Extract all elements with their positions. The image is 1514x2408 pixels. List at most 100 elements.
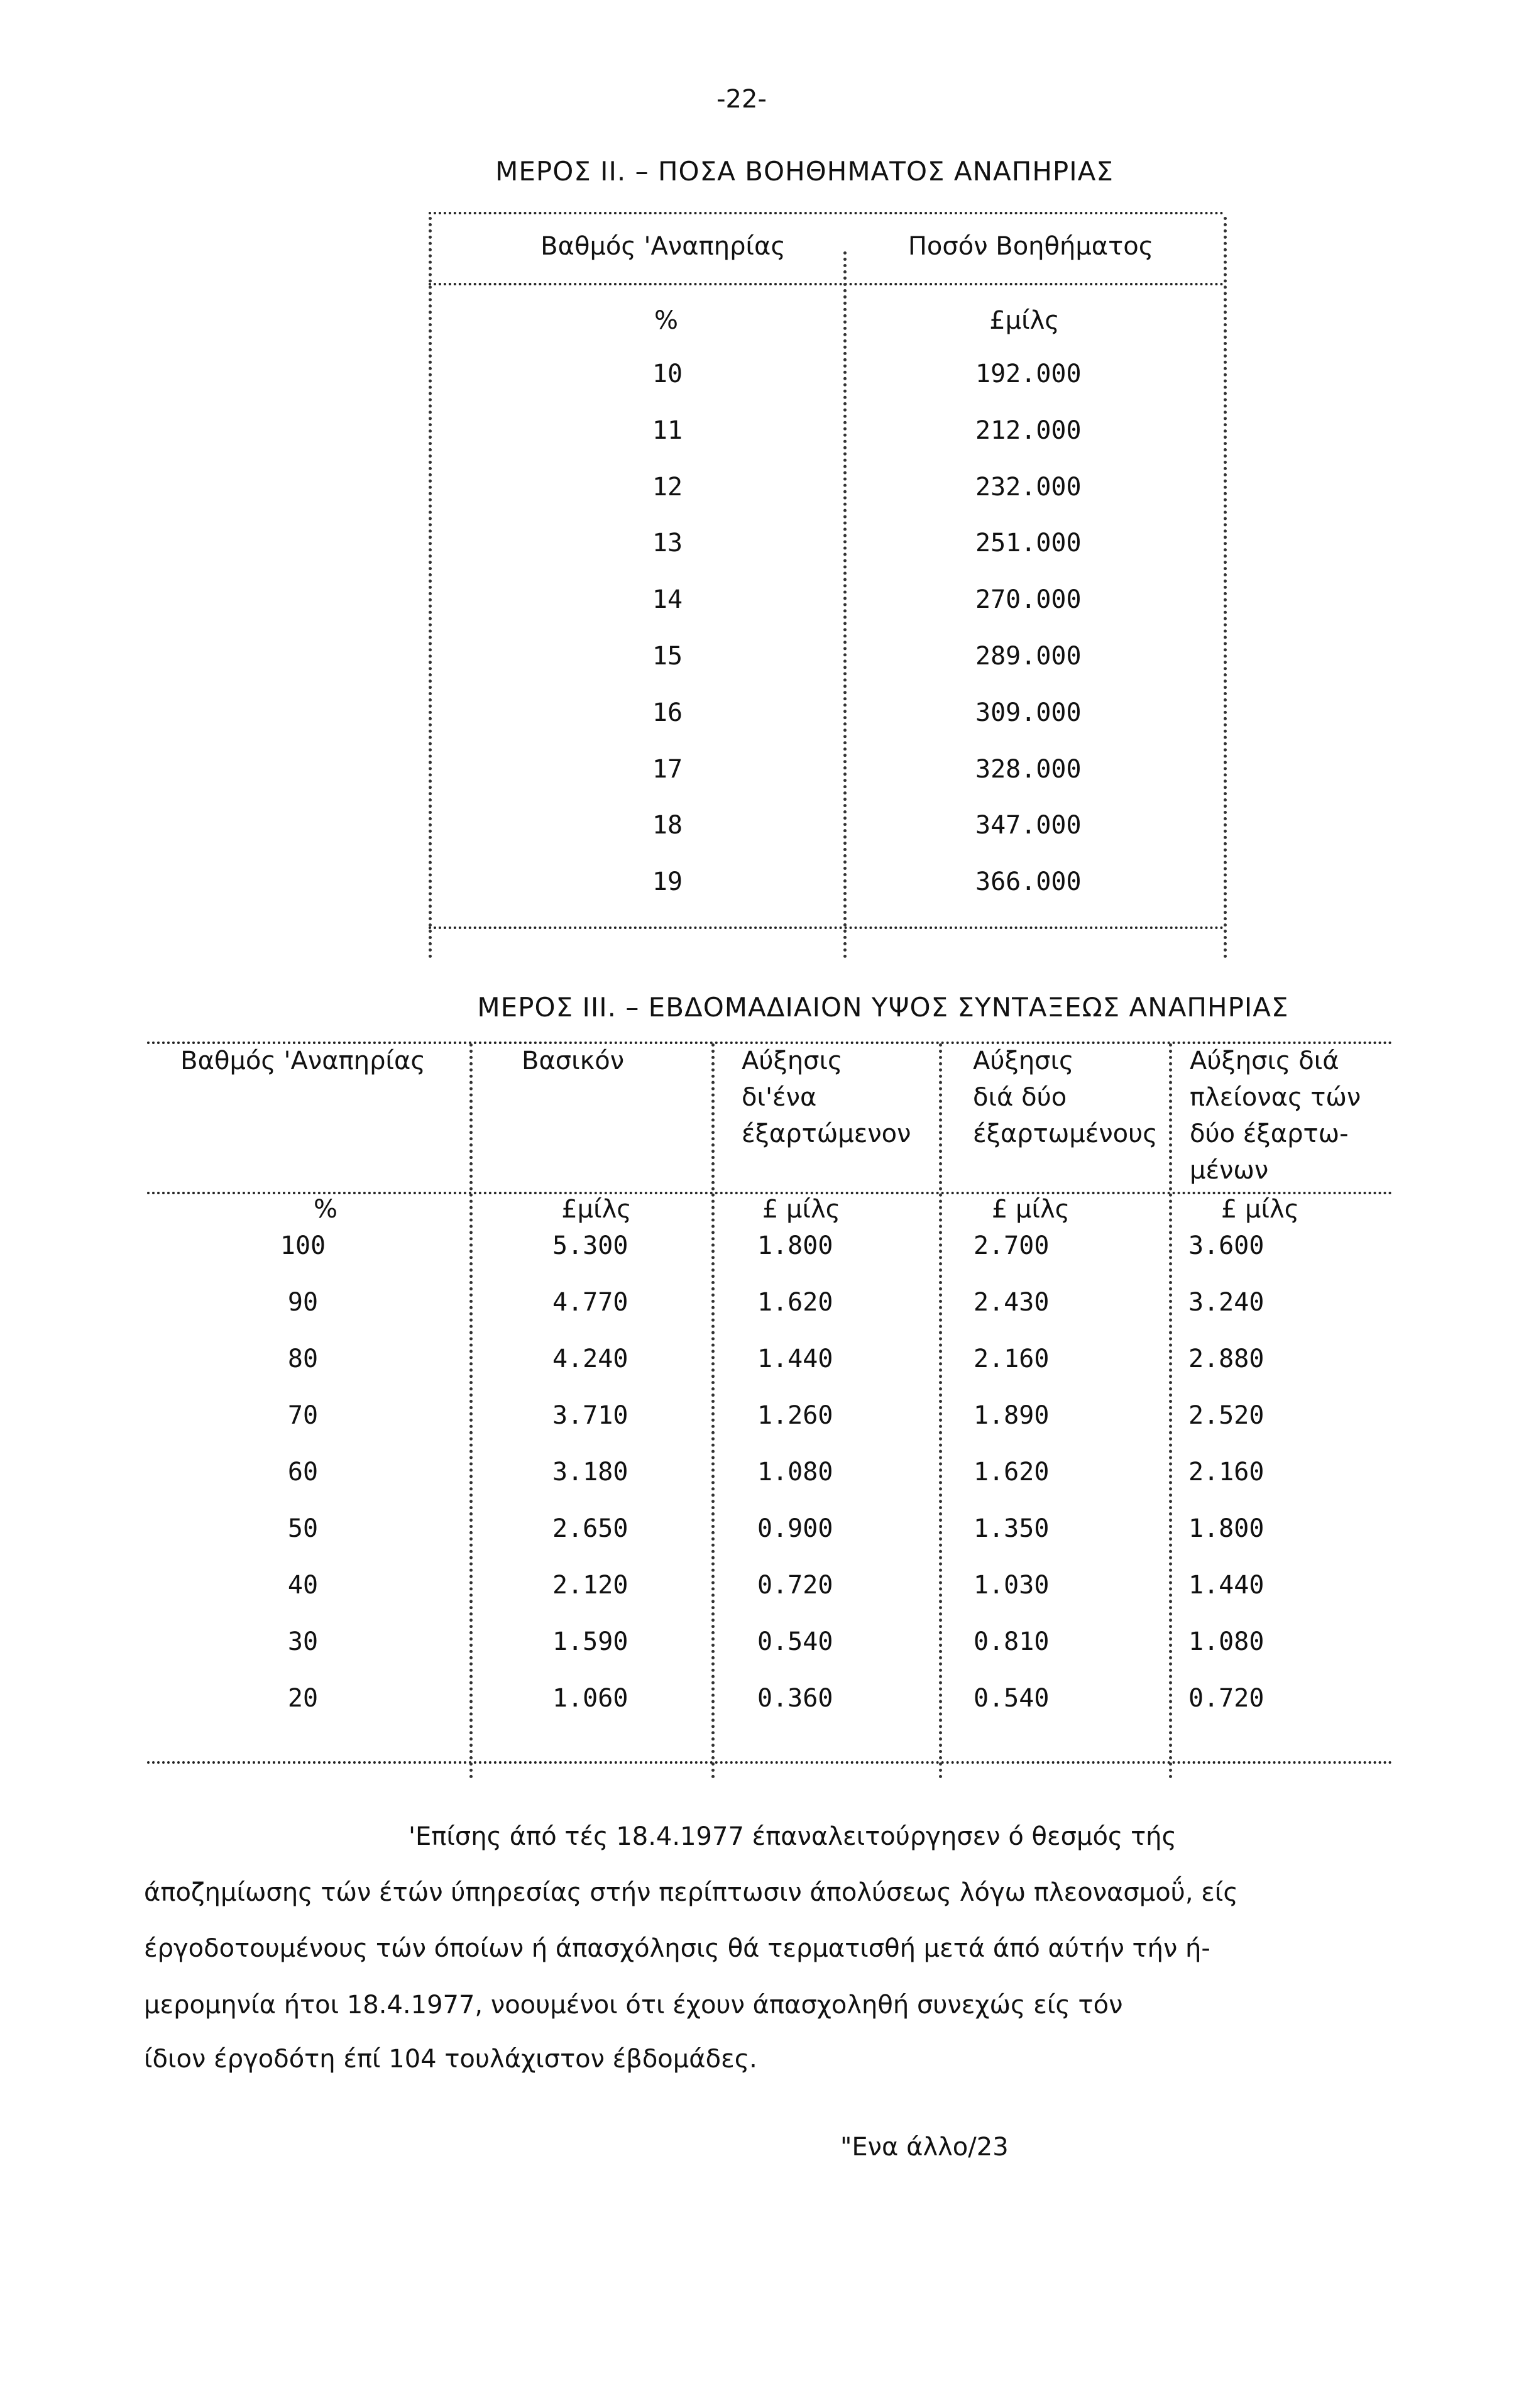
amount-cell: 270.000 (975, 585, 1082, 615)
degree-cell: 10 (652, 360, 683, 388)
amount-cell: 3.710 (552, 1401, 628, 1430)
column-header: δι'ένα (742, 1083, 817, 1112)
divider (1169, 1043, 1172, 1779)
amount-cell: 2.160 (974, 1344, 1050, 1373)
paragraph-line: μερομηνία ήτοι 18.4.1977, νοουμένοι ότι … (144, 1991, 1123, 2020)
amount-cell: 0.900 (757, 1514, 833, 1543)
degree-cell: 11 (652, 415, 683, 445)
column-header: Αύξησις (742, 1047, 843, 1075)
unit-label: £ μίλς (991, 1195, 1070, 1224)
amount-cell: 192.000 (975, 360, 1082, 388)
divider (429, 212, 1224, 214)
divider (711, 1043, 715, 1779)
degree-cell: 20 (287, 1684, 319, 1713)
amount-cell: 0.360 (757, 1684, 833, 1713)
amount-cell: 289.000 (975, 642, 1082, 671)
unit-label: £μίλς (561, 1195, 632, 1224)
degree-cell: 70 (287, 1401, 319, 1430)
amount-cell: 2.700 (974, 1231, 1050, 1260)
column-header: διά δύο (973, 1083, 1067, 1112)
amount-cell: 3.600 (1188, 1231, 1264, 1260)
amount-cell: 1.620 (974, 1458, 1050, 1487)
amount-cell: 4.770 (552, 1288, 628, 1317)
divider (147, 1192, 1393, 1194)
degree-cell: 18 (652, 811, 683, 840)
degree-cell: 16 (652, 698, 683, 727)
part2-title: ΜΕΡΟΣ ΙΙ. – ΠΟΣΑ ΒΟΗΘΗΜΑΤΟΣ ΑΝΑΠΗΡΙΑΣ (495, 156, 1114, 187)
amount-cell: 0.540 (974, 1684, 1050, 1713)
unit-label: £ μίλς (1221, 1195, 1300, 1224)
amount-cell: 347.000 (975, 811, 1082, 840)
column-header: Αύξησις (973, 1047, 1074, 1075)
amount-cell: 328.000 (975, 754, 1082, 784)
amount-cell: 1.060 (552, 1684, 628, 1713)
divider (147, 1761, 1393, 1764)
degree-cell: 60 (287, 1458, 319, 1487)
amount-cell: 5.300 (552, 1231, 628, 1260)
amount-cell: 2.520 (1188, 1401, 1264, 1430)
divider (1224, 217, 1227, 959)
unit-label: % (313, 1195, 338, 1224)
degree-cell: 40 (287, 1571, 319, 1600)
amount-cell: 2.650 (552, 1514, 628, 1543)
amount-cell: 4.240 (552, 1344, 628, 1373)
degree-cell: 17 (652, 754, 683, 784)
divider (429, 217, 432, 959)
column-header: μένων (1190, 1156, 1269, 1185)
amount-cell: 0.720 (1188, 1684, 1264, 1713)
paragraph-line: έργοδοτουμένους τών όποίων ή άπασχόλησις… (144, 1934, 1210, 1963)
column-header: Βαθμός 'Αναπηρίας (180, 1047, 425, 1075)
divider (469, 1043, 473, 1779)
divider (429, 283, 1224, 285)
degree-cell: 14 (652, 585, 683, 615)
amount-cell: 1.080 (757, 1458, 833, 1487)
degree-cell: 15 (652, 642, 683, 671)
amount-cell: 1.440 (757, 1344, 833, 1373)
amount-cell: 2.160 (1188, 1458, 1264, 1487)
column-header: Βασικόν (522, 1047, 625, 1075)
column-header: έξαρτώμενον (742, 1119, 911, 1148)
amount-cell: 1.260 (757, 1401, 833, 1430)
unit-mils: £μίλς (989, 306, 1060, 335)
amount-cell: 0.720 (757, 1571, 833, 1600)
amount-cell: 1.800 (757, 1231, 833, 1260)
unit-percent: % (654, 306, 679, 335)
amount-cell: 2.430 (974, 1288, 1050, 1317)
amount-cell: 1.440 (1188, 1571, 1264, 1600)
divider (429, 926, 1224, 929)
divider (843, 251, 847, 959)
column-header: έξαρτωμένους (973, 1119, 1158, 1148)
amount-cell: 0.810 (974, 1627, 1050, 1656)
degree-cell: 13 (652, 529, 683, 558)
amount-cell: 2.120 (552, 1571, 628, 1600)
divider (939, 1043, 942, 1779)
column-header: πλείονας τών (1190, 1083, 1361, 1112)
degree-cell: 30 (287, 1627, 319, 1656)
continuation-note: "Ενα άλλο/23 (840, 2133, 1009, 2162)
page-number: -22- (716, 85, 767, 114)
part3-title: ΜΕΡΟΣ ΙΙΙ. – ΕΒΔΟΜΑΔΙΑΙΟΝ ΥΨΟΣ ΣΥΝΤΑΞΕΩΣ… (477, 992, 1289, 1023)
column-header: δύο έξαρτω- (1190, 1119, 1349, 1148)
paragraph-line: άποζημίωσης τών έτών ύπηρεσίας στήν περί… (144, 1878, 1238, 1907)
unit-label: £ μίλς (762, 1195, 841, 1224)
amount-cell: 1.080 (1188, 1627, 1264, 1656)
amount-cell: 3.240 (1188, 1288, 1264, 1317)
amount-cell: 309.000 (975, 698, 1082, 727)
amount-cell: 1.350 (974, 1514, 1050, 1543)
amount-cell: 251.000 (975, 529, 1082, 558)
amount-cell: 366.000 (975, 867, 1082, 897)
column-header: Αύξησις διά (1190, 1047, 1339, 1075)
amount-cell: 212.000 (975, 415, 1082, 445)
degree-cell: 19 (652, 867, 683, 897)
amount-cell: 3.180 (552, 1458, 628, 1487)
header-amount: Ποσόν Βοηθήματος (908, 232, 1154, 261)
degree-cell: 100 (280, 1231, 326, 1260)
divider (147, 1042, 1393, 1044)
paragraph-line: ίδιον έργοδότη έπί 104 τουλάχιστον έβδομ… (144, 2045, 757, 2074)
amount-cell: 1.800 (1188, 1514, 1264, 1543)
degree-cell: 80 (287, 1344, 319, 1373)
amount-cell: 1.890 (974, 1401, 1050, 1430)
amount-cell: 1.030 (974, 1571, 1050, 1600)
header-degree: Βαθμός 'Αναπηρίας (540, 232, 786, 261)
paragraph-line: 'Επίσης άπό τές 18.4.1977 έπαναλειτούργη… (409, 1822, 1177, 1851)
